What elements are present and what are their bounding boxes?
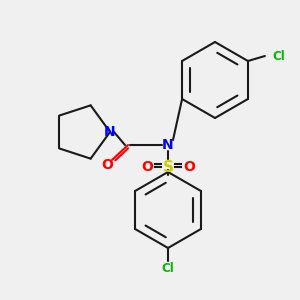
Text: N: N (162, 138, 174, 152)
Text: N: N (104, 125, 116, 139)
Text: O: O (183, 160, 195, 174)
Text: S: S (163, 160, 173, 175)
Text: Cl: Cl (162, 262, 174, 275)
Text: Cl: Cl (272, 50, 285, 62)
Text: O: O (101, 158, 113, 172)
Text: O: O (141, 160, 153, 174)
